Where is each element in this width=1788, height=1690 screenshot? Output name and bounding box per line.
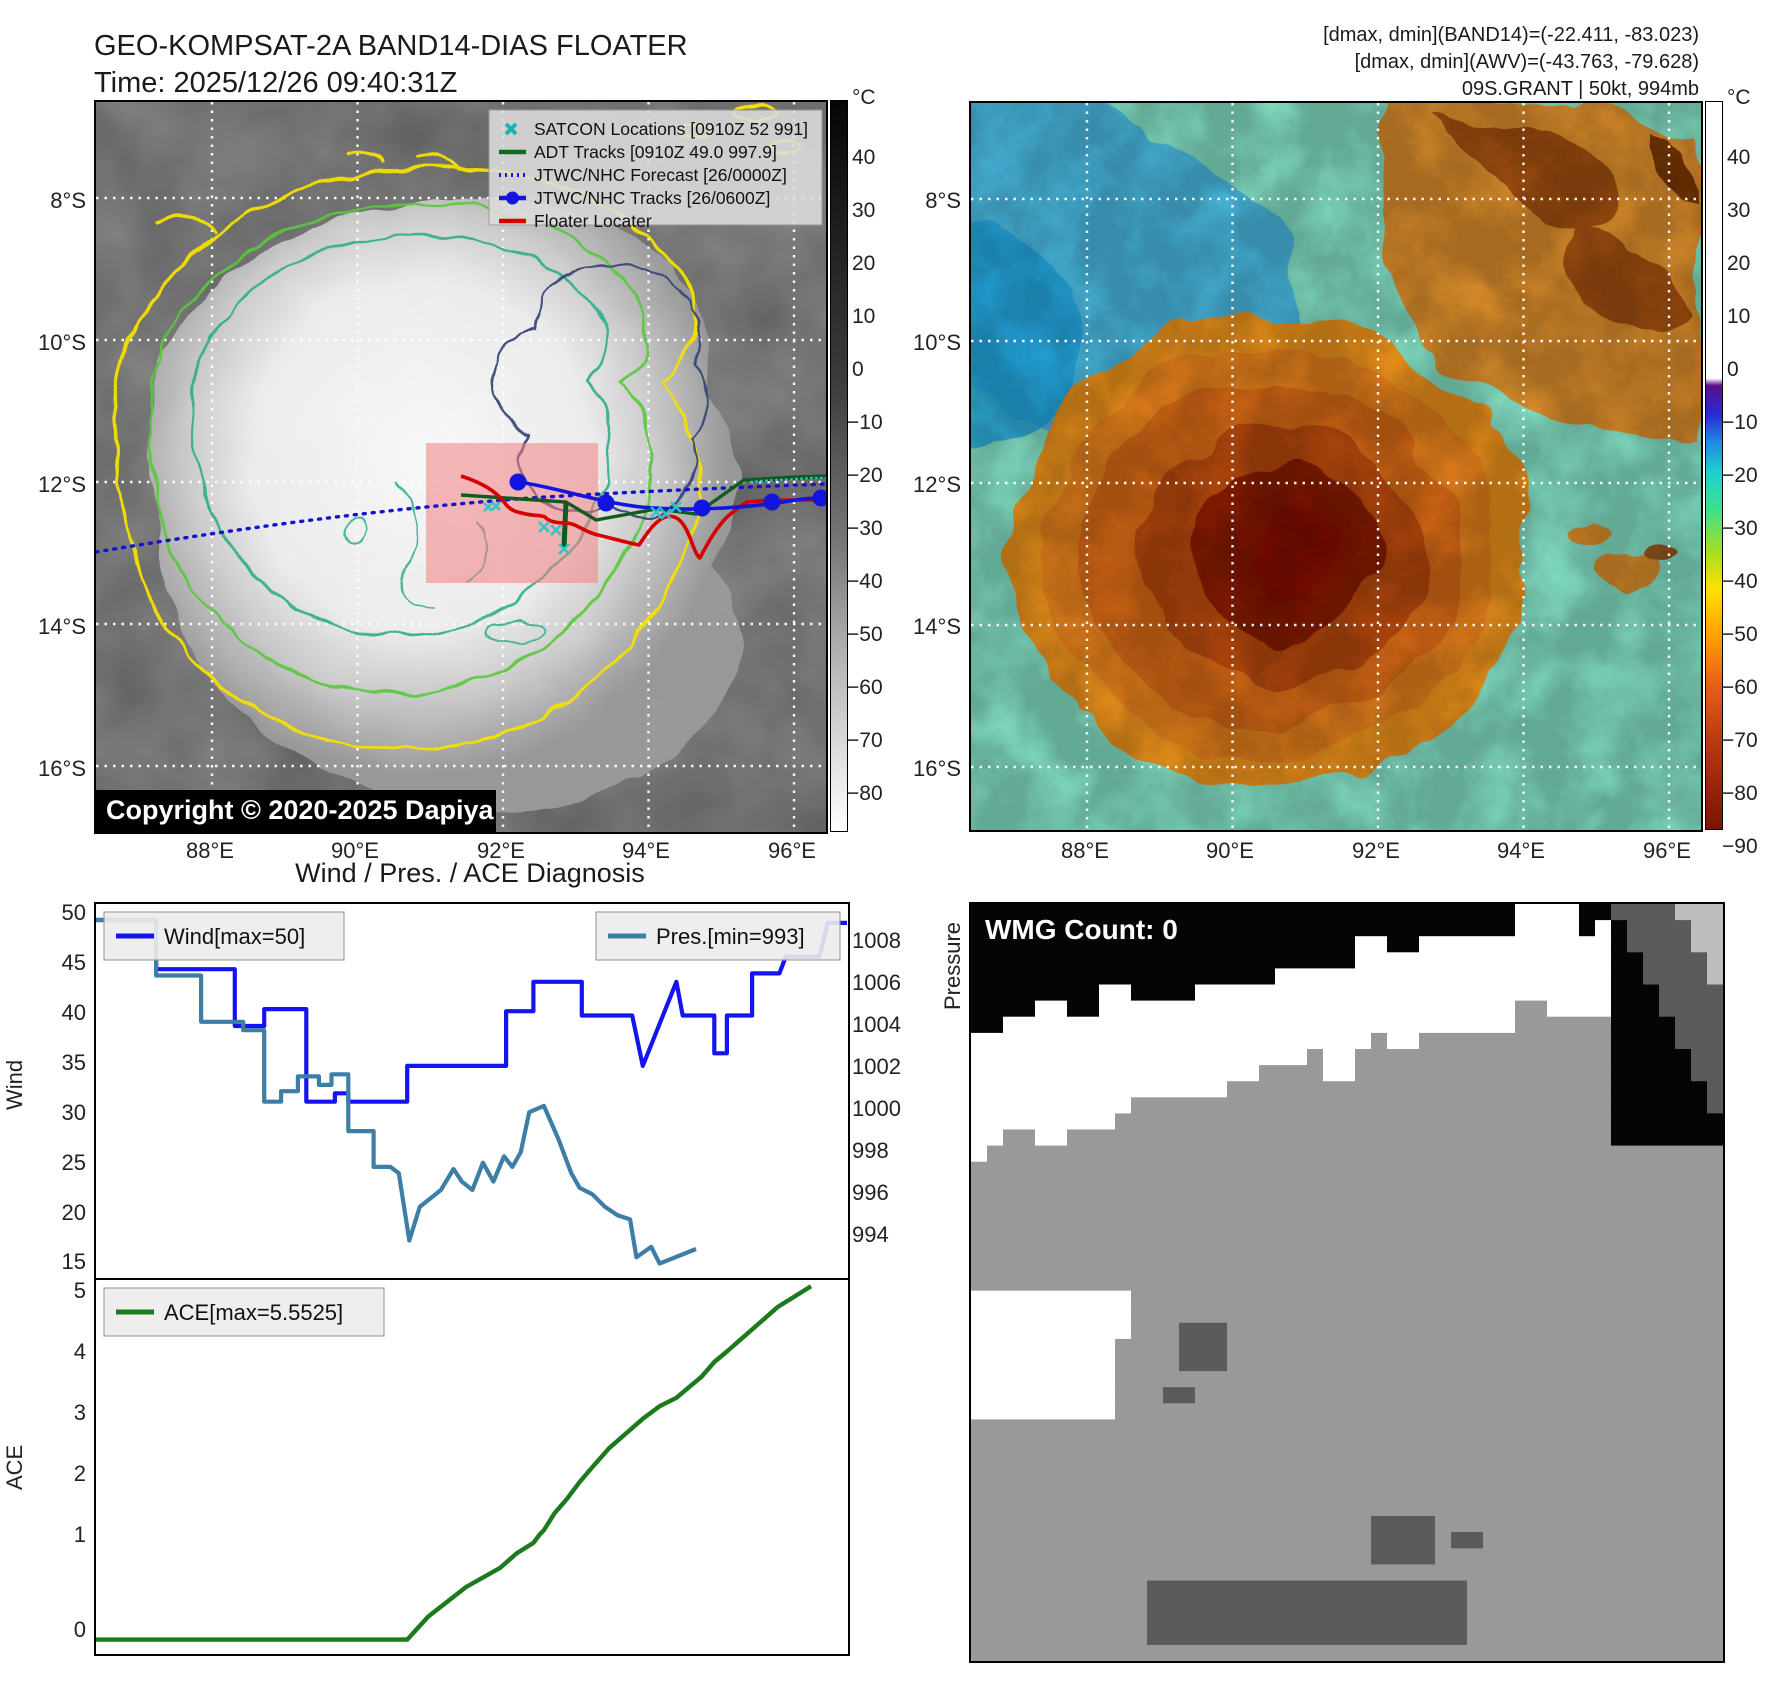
svg-text:Copyright © 2020-2025 Dapiya: Copyright © 2020-2025 Dapiya (106, 795, 495, 825)
svg-text:JTWC/NHC Tracks [26/0600Z]: JTWC/NHC Tracks [26/0600Z] (534, 188, 770, 208)
svg-text:ACE[max=5.5525]: ACE[max=5.5525] (164, 1300, 343, 1325)
svg-text:Floater Locater: Floater Locater (534, 211, 652, 231)
svg-text:ADT Tracks [0910Z 49.0 997.9]: ADT Tracks [0910Z 49.0 997.9] (534, 142, 777, 162)
svg-text:SATCON Locations [0910Z 52 991: SATCON Locations [0910Z 52 991] (534, 119, 808, 139)
svg-text:Wind[max=50]: Wind[max=50] (164, 924, 305, 949)
svg-text:Pres.[min=993]: Pres.[min=993] (656, 924, 805, 949)
svg-text:JTWC/NHC Forecast [26/0000Z]: JTWC/NHC Forecast [26/0000Z] (534, 165, 787, 185)
